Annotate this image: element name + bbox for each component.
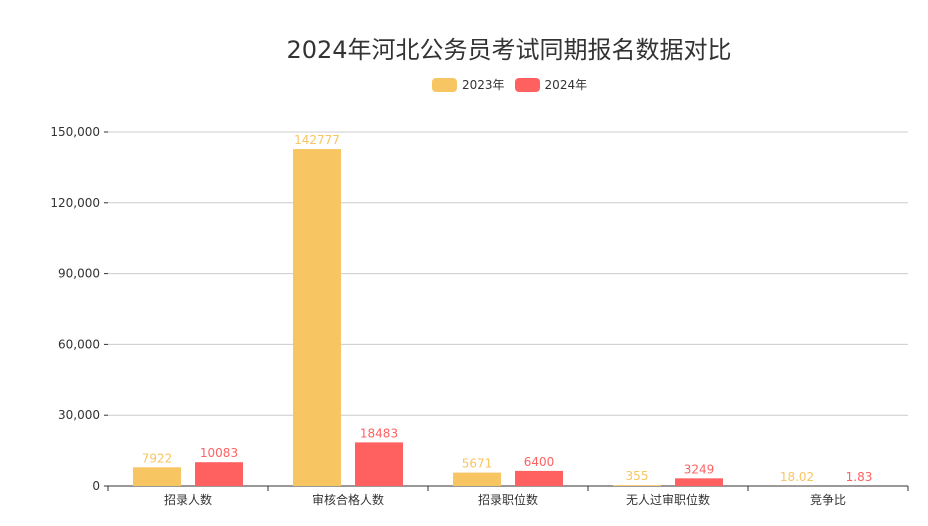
data-label: 10083	[200, 446, 238, 460]
data-label: 6400	[524, 455, 555, 469]
bar-2023年-无人过审职位数[interactable]	[613, 485, 661, 486]
legend-label-2023: 2023年	[462, 78, 505, 92]
data-label: 7922	[142, 451, 173, 465]
bar-2023年-招录职位数[interactable]	[453, 472, 501, 486]
y-tick-label: 90,000	[58, 267, 100, 281]
y-tick-label: 60,000	[58, 337, 100, 351]
data-label: 18.02	[780, 470, 814, 484]
y-tick-label: 0	[92, 479, 100, 493]
x-category-label: 招录职位数	[478, 492, 538, 507]
legend: 2023年 2024年	[432, 76, 597, 93]
data-label: 1.83	[846, 470, 873, 484]
bar-2024年-招录职位数[interactable]	[515, 470, 563, 486]
legend-item-2023[interactable]: 2023年	[432, 76, 505, 93]
x-category-label: 审核合格人数	[312, 492, 384, 507]
y-tick-label: 120,000	[50, 196, 100, 210]
data-label: 3249	[684, 462, 715, 476]
data-label: 142777	[294, 133, 340, 147]
bar-2023年-审核合格人数[interactable]	[293, 149, 341, 487]
legend-item-2024[interactable]: 2024年	[514, 76, 588, 93]
legend-swatch-2024	[514, 77, 540, 92]
legend-label-2024: 2024年	[544, 78, 588, 92]
y-tick-label: 30,000	[58, 408, 100, 422]
data-label: 355	[626, 469, 649, 483]
chart-title: 2024年河北公务员考试同期报名数据对比	[286, 36, 732, 64]
bar-2024年-审核合格人数[interactable]	[355, 442, 403, 486]
legend-swatch-2023	[432, 77, 457, 92]
data-label: 5671	[462, 457, 493, 471]
x-category-label: 竞争比	[810, 493, 846, 507]
bar-2024年-无人过审职位数[interactable]	[675, 478, 723, 486]
x-category-label: 招录人数	[164, 492, 212, 507]
y-tick-label: 150,000	[50, 125, 100, 139]
data-label: 18483	[360, 426, 398, 440]
x-category-label: 无人过审职位数	[626, 492, 710, 507]
bar-2023年-招录人数[interactable]	[133, 467, 181, 486]
bar-2024年-招录人数[interactable]	[195, 462, 243, 486]
